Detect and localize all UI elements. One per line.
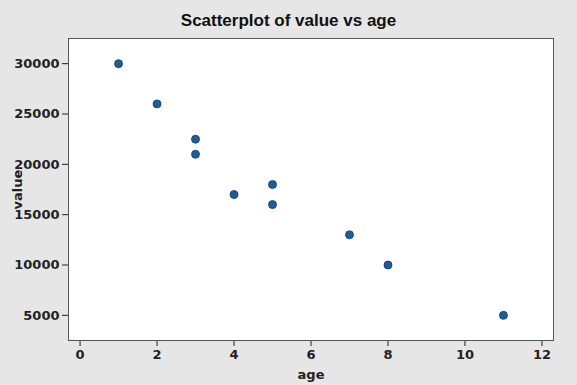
- svg-text:4: 4: [229, 347, 238, 362]
- svg-text:10: 10: [456, 347, 474, 362]
- svg-text:age: age: [298, 367, 325, 382]
- svg-text:25000: 25000: [14, 106, 59, 121]
- html-text:Scatterplot of value vs age: Scatterplot of value vs age: [180, 11, 397, 30]
- svg-text:20000: 20000: [14, 156, 59, 171]
- svg-text:5000: 5000: [23, 307, 59, 322]
- svg-text:8: 8: [383, 347, 392, 362]
- svg-text:12: 12: [533, 347, 551, 362]
- svg-text:2: 2: [153, 347, 162, 362]
- svg-text:30000: 30000: [14, 56, 59, 71]
- svg-text:6: 6: [306, 347, 315, 362]
- svg-text:15000: 15000: [14, 206, 60, 222]
- svg-text:value: value: [10, 169, 25, 209]
- svg-text:0: 0: [76, 347, 85, 362]
- svg-text:10000: 10000: [14, 257, 59, 272]
